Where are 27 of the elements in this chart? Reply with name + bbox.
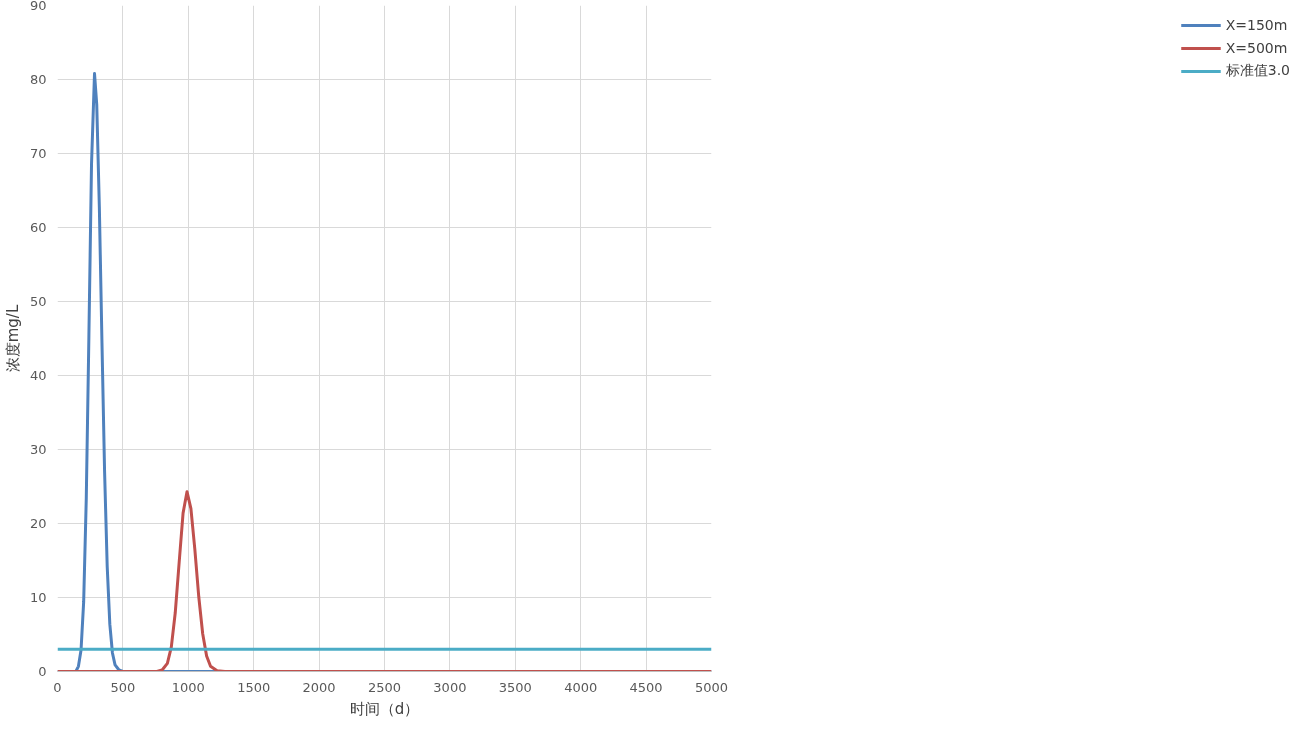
legend-label: 标准值3.0	[1225, 62, 1290, 80]
y-tick-label: 10	[29, 590, 47, 605]
x-tick-label: 0	[53, 679, 62, 695]
y-tick-label: 90	[29, 0, 47, 13]
y-tick-label: 70	[29, 146, 47, 161]
y-tick-label: 40	[29, 368, 47, 383]
x-tick-label: 3000	[433, 679, 467, 695]
y-tick-label: 60	[29, 220, 47, 235]
legend-label: X=150m	[1225, 17, 1288, 33]
line-series	[57, 490, 712, 672]
legend-label: X=500m	[1225, 40, 1288, 56]
x-tick-label: 3500	[498, 679, 532, 695]
y-tick-label: 20	[29, 516, 47, 531]
x-axis-title: 时间（d）	[349, 699, 420, 718]
x-tick-label: 1500	[237, 679, 271, 695]
y-axis-title: 浓度mg/L	[3, 304, 22, 373]
x-tick-label: 500	[110, 679, 136, 695]
x-tick-label: 2500	[367, 679, 402, 695]
y-tick-label: 30	[29, 442, 47, 457]
x-tick-label: 1000	[171, 679, 205, 695]
x-tick-label: 2000	[302, 679, 336, 695]
x-tick-label: 4000	[564, 679, 598, 695]
y-tick-label: 50	[29, 294, 47, 309]
x-tick-label: 4500	[629, 679, 663, 695]
y-tick-label: 0	[38, 664, 47, 679]
y-tick-label: 80	[29, 72, 47, 87]
x-tick-label: 5000	[694, 679, 729, 695]
